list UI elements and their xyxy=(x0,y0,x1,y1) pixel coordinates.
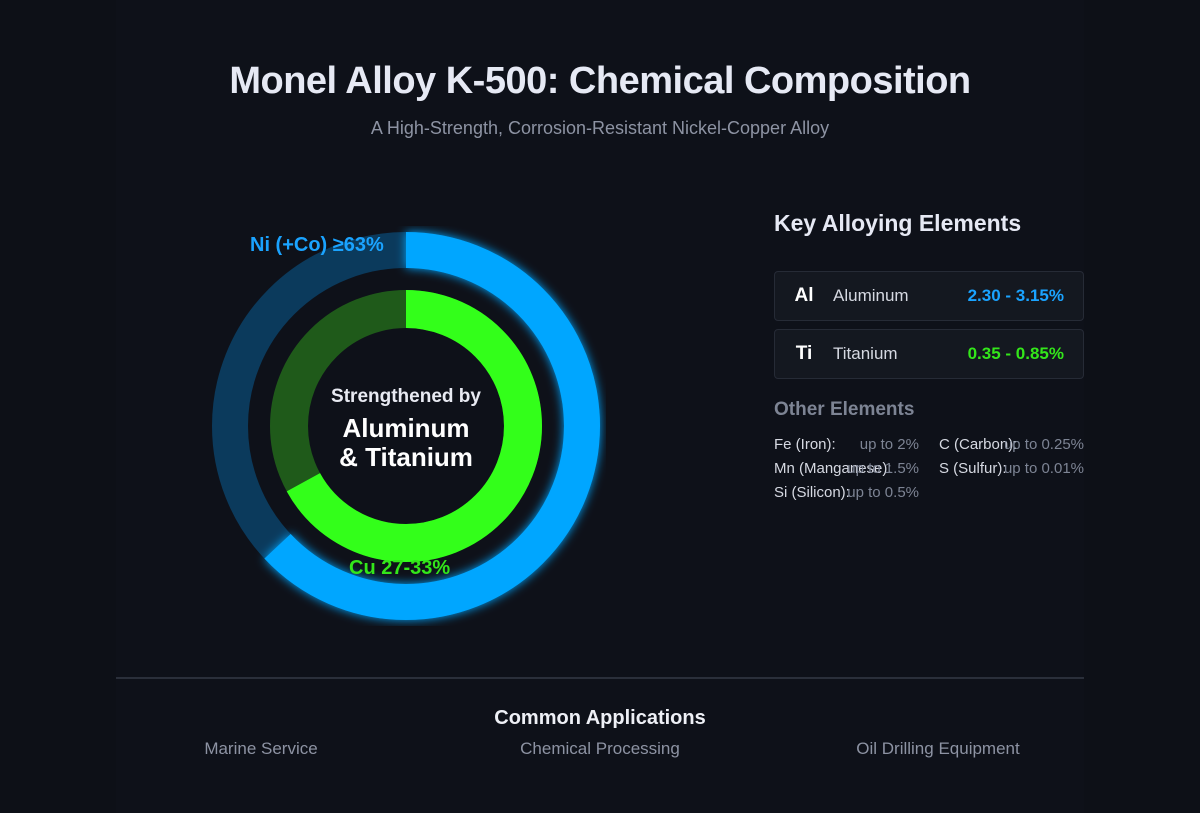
nickel-arc[interactable] xyxy=(212,232,600,620)
other-element-sulfur: S (Sulfur): up to 0.01% xyxy=(939,460,1084,477)
element-card-aluminum: Al Aluminum 2.30 - 3.15% xyxy=(774,271,1084,321)
nickel-label: Ni (+Co) ≥63% xyxy=(250,234,384,256)
element-symbol: Al xyxy=(794,285,814,306)
page-subtitle: A High-Strength, Corrosion-Resistant Nic… xyxy=(370,118,830,138)
other-elements-title: Other Elements xyxy=(774,399,915,420)
element-symbol: Ti xyxy=(795,343,813,364)
center-line-1: Strengthened by xyxy=(331,386,481,407)
element-range: 0.35 - 0.85% xyxy=(967,344,1064,363)
element-name: Aluminum xyxy=(833,286,909,305)
application-chemical: Chemical Processing xyxy=(520,739,680,758)
element-name: Titanium xyxy=(833,344,898,363)
application-oil-drilling: Oil Drilling Equipment xyxy=(856,739,1020,758)
key-elements-title: Key Alloying Elements xyxy=(774,210,1022,236)
center-line-3: & Titanium xyxy=(339,442,473,472)
other-element-manganese: Mn (Manganese): up to 1.5% xyxy=(774,460,919,477)
application-marine: Marine Service xyxy=(204,739,318,758)
element-card-titanium: Ti Titanium 0.35 - 0.85% xyxy=(774,329,1084,379)
other-element-iron: Fe (Iron): up to 2% xyxy=(774,436,919,453)
chart-center-text: Strengthened by Aluminum & Titanium xyxy=(306,386,506,472)
other-element-carbon: C (Carbon): up to 0.25% xyxy=(939,436,1084,453)
copper-label: Cu 27-33% xyxy=(349,557,451,579)
section-divider xyxy=(116,677,1084,679)
center-line-2: Aluminum xyxy=(342,413,470,443)
element-range: 2.30 - 3.15% xyxy=(967,286,1064,305)
composition-donut-chart xyxy=(206,226,606,626)
applications-title: Common Applications xyxy=(494,707,706,729)
page-title: Monel Alloy K-500: Chemical Composition xyxy=(229,60,971,102)
other-element-silicon: Si (Silicon): up to 0.5% xyxy=(774,484,919,501)
copper-arc[interactable] xyxy=(270,290,542,562)
